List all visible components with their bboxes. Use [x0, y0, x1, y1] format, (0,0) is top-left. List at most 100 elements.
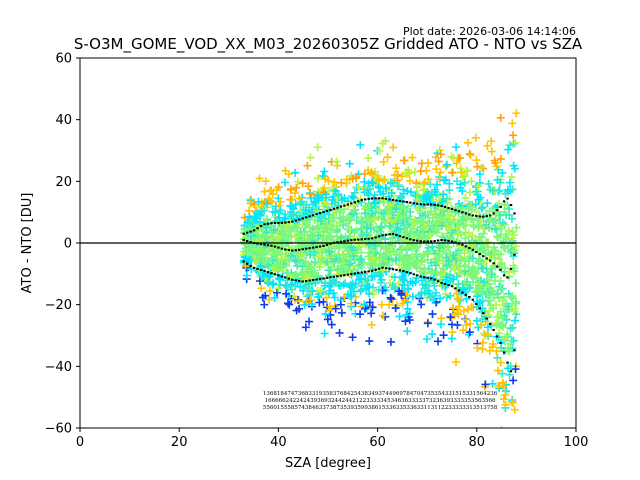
scatter-point	[452, 159, 461, 168]
scatter-point	[457, 255, 466, 264]
scatter-point	[300, 300, 309, 309]
scatter-point	[329, 289, 338, 298]
scatter-point	[407, 188, 416, 197]
scatter-point	[362, 230, 371, 239]
scatter-point	[509, 376, 518, 385]
scatter-point	[441, 290, 450, 299]
scatter-point	[444, 257, 453, 266]
scatter-point	[495, 199, 504, 208]
scatter-point	[300, 283, 309, 292]
scatter-point	[379, 198, 388, 207]
scatter-point	[431, 153, 440, 162]
scatter-point	[336, 281, 345, 290]
scatter-point	[410, 167, 419, 176]
scatter-point	[501, 390, 510, 399]
scatter-point	[462, 214, 471, 223]
scatter-point	[354, 240, 363, 249]
scatter-point	[508, 185, 517, 194]
scatter-point	[424, 159, 433, 168]
scatter-point	[349, 205, 358, 214]
scatter-point	[506, 362, 515, 371]
scatter-point	[435, 252, 444, 261]
scatter-point	[282, 220, 291, 229]
scatter-point	[339, 255, 348, 264]
scatter-point	[412, 183, 421, 192]
scatter-point	[416, 216, 425, 225]
scatter-point	[306, 262, 315, 271]
scatter-point	[324, 253, 333, 262]
scatter-point	[422, 335, 431, 344]
scatter-point	[461, 234, 470, 243]
scatter-point	[416, 167, 425, 176]
scatter-point	[306, 227, 315, 236]
scatter-point	[332, 232, 341, 241]
scatter-point	[458, 173, 467, 182]
scatter-point	[374, 183, 383, 192]
scatter-point	[294, 295, 303, 304]
scatter-point	[426, 231, 435, 240]
scatter-point	[467, 205, 476, 214]
scatter-point	[434, 157, 443, 166]
x-axis-ticks: 0 20 40 60 80 100	[76, 428, 589, 450]
scatter-point	[457, 289, 466, 298]
scatter-point	[280, 178, 289, 187]
scatter-point	[371, 200, 380, 209]
scatter-point	[360, 177, 369, 186]
scatter-point	[403, 253, 412, 262]
scatter-point	[483, 310, 492, 319]
scatter-point	[424, 243, 433, 252]
scatter-point	[348, 174, 357, 183]
scatter-point	[241, 262, 250, 271]
scatter-point	[385, 248, 394, 257]
scatter-point	[356, 310, 365, 319]
x-tick-label: 100	[564, 435, 589, 450]
scatter-point	[309, 228, 318, 237]
scatter-point	[347, 256, 356, 265]
scatter-point	[510, 307, 519, 316]
scatter-point	[504, 302, 513, 311]
scatter-point	[493, 175, 502, 184]
scatter-point	[473, 162, 482, 171]
scatter-point	[485, 269, 494, 278]
scatter-point	[439, 206, 448, 215]
x-tick-label: 80	[469, 435, 486, 450]
scatter-point	[256, 262, 265, 271]
scatter-point	[402, 244, 411, 253]
scatter-point	[509, 139, 518, 148]
scatter-point	[395, 312, 404, 321]
scatter-point	[426, 198, 435, 207]
y-tick-label: 40	[55, 113, 72, 128]
scatter-point	[313, 174, 322, 183]
scatter-point	[448, 168, 457, 177]
y-tick-label: 60	[55, 52, 72, 67]
scatter-point	[505, 178, 514, 187]
scatter-point	[480, 224, 489, 233]
scatter-point	[398, 172, 407, 181]
scatter-point	[302, 249, 311, 258]
scatter-point	[402, 260, 411, 269]
scatter-point	[361, 229, 370, 238]
scatter-point	[485, 346, 494, 355]
scatter-point	[321, 310, 330, 319]
scatter-point	[505, 370, 514, 379]
scatter-point	[283, 283, 292, 292]
scatter-point	[447, 263, 456, 272]
scatter-point	[345, 260, 354, 269]
scatter-point	[475, 282, 484, 291]
scatter-point	[400, 212, 409, 221]
scatter-point	[377, 275, 386, 284]
scatter-point	[327, 320, 336, 329]
scatter-point	[328, 195, 337, 204]
scatter-point	[500, 207, 509, 216]
scatter-point	[511, 279, 520, 288]
scatter-point	[306, 250, 315, 259]
scatter-point	[313, 191, 322, 200]
scatter-point	[368, 169, 377, 178]
scatter-point	[406, 176, 415, 185]
scatter-point	[417, 300, 426, 309]
scatter-point	[500, 264, 509, 273]
x-tick-label: 40	[270, 435, 287, 450]
scatter-point	[488, 379, 497, 388]
scatter-point	[287, 294, 296, 303]
